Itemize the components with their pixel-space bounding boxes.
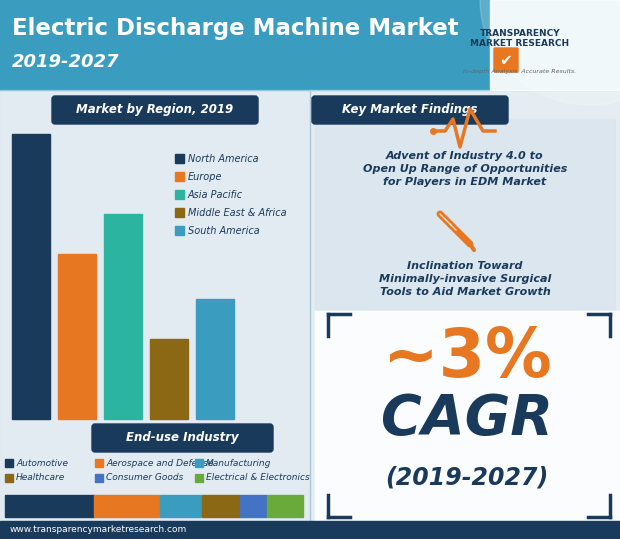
Bar xyxy=(150,339,188,419)
Bar xyxy=(95,474,103,482)
Text: Electrical & Electronics: Electrical & Electronics xyxy=(206,473,310,482)
Bar xyxy=(267,495,303,517)
Bar xyxy=(315,311,620,521)
Bar xyxy=(315,119,615,309)
Bar xyxy=(58,254,96,419)
Text: Europe: Europe xyxy=(188,171,223,182)
Bar xyxy=(175,172,184,181)
Text: Asia Pacific: Asia Pacific xyxy=(188,190,243,199)
Bar xyxy=(490,0,620,90)
Bar xyxy=(175,154,184,163)
Text: In-depth Analysis. Accurate Results.: In-depth Analysis. Accurate Results. xyxy=(463,68,577,73)
FancyBboxPatch shape xyxy=(312,96,508,124)
Bar xyxy=(0,521,620,539)
Bar xyxy=(95,459,103,467)
Text: ✔: ✔ xyxy=(500,52,512,67)
Text: Consumer Goods: Consumer Goods xyxy=(106,473,184,482)
Text: Automotive: Automotive xyxy=(16,459,68,467)
Text: End-use Industry: End-use Industry xyxy=(126,432,239,445)
Bar xyxy=(310,90,620,521)
Bar xyxy=(5,474,13,482)
Text: www.transparencymarketresearch.com: www.transparencymarketresearch.com xyxy=(10,526,187,535)
FancyBboxPatch shape xyxy=(92,424,273,452)
FancyBboxPatch shape xyxy=(52,96,258,124)
Text: CAGR: CAGR xyxy=(381,392,553,446)
Text: Inclination Toward
Minimally-invasive Surgical
Tools to Aid Market Growth: Inclination Toward Minimally-invasive Su… xyxy=(379,261,551,297)
Text: Healthcare: Healthcare xyxy=(16,473,65,482)
Bar xyxy=(202,495,240,517)
Bar xyxy=(175,226,184,235)
Text: ~3%: ~3% xyxy=(383,325,551,391)
FancyBboxPatch shape xyxy=(494,48,518,72)
Bar xyxy=(160,495,201,517)
Text: Aerospace and Defense: Aerospace and Defense xyxy=(106,459,213,467)
Text: (2019-2027): (2019-2027) xyxy=(386,465,549,489)
Ellipse shape xyxy=(480,0,620,105)
Bar xyxy=(12,134,50,419)
Text: North America: North America xyxy=(188,154,259,163)
Bar xyxy=(5,459,13,467)
Bar xyxy=(196,299,234,419)
Text: Manufacturing: Manufacturing xyxy=(206,459,272,467)
Bar xyxy=(104,214,142,419)
Bar xyxy=(241,495,267,517)
Text: Electric Discharge Machine Market: Electric Discharge Machine Market xyxy=(12,17,459,40)
Text: Market by Region, 2019: Market by Region, 2019 xyxy=(76,103,234,116)
Text: TRANSPARENCY: TRANSPARENCY xyxy=(480,30,560,38)
Text: Key Market Findings: Key Market Findings xyxy=(342,103,477,116)
Bar xyxy=(0,90,310,521)
Text: MARKET RESEARCH: MARKET RESEARCH xyxy=(471,38,570,47)
Text: Advent of Industry 4.0 to
Open Up Range of Opportunities
for Players in EDM Mark: Advent of Industry 4.0 to Open Up Range … xyxy=(363,151,567,187)
Bar xyxy=(175,208,184,217)
Bar xyxy=(0,0,620,90)
Bar xyxy=(195,459,203,467)
Text: South America: South America xyxy=(188,225,260,236)
Bar xyxy=(195,474,203,482)
Bar xyxy=(5,495,94,517)
Text: 2019-2027: 2019-2027 xyxy=(12,53,120,71)
Bar xyxy=(94,495,159,517)
Text: Middle East & Africa: Middle East & Africa xyxy=(188,208,286,218)
Bar xyxy=(175,190,184,199)
